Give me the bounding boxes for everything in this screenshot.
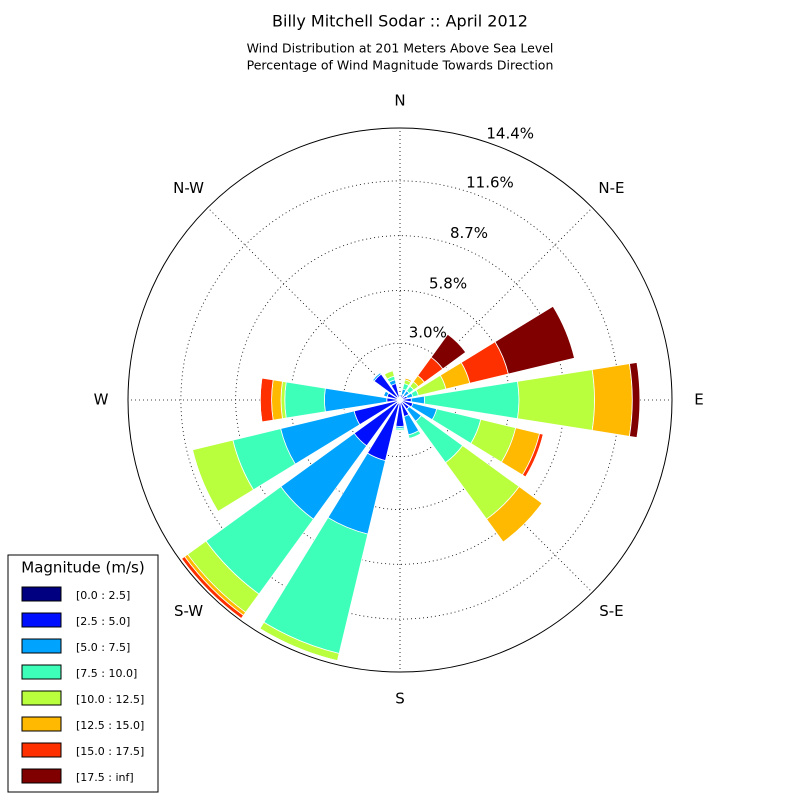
wind-bar-segment: [259, 377, 274, 423]
legend-label: [7.5 : 10.0]: [76, 667, 137, 680]
radial-tick-label: 11.6%: [466, 173, 514, 191]
wind-bar-segment: [430, 333, 467, 370]
legend-swatch: [21, 768, 62, 784]
chart-subtitle: Wind Distribution at 201 Meters Above Se…: [247, 41, 554, 56]
direction-label: N-W: [173, 179, 204, 197]
radial-grid-line: [399, 207, 593, 401]
radial-tick-label: 14.4%: [486, 124, 534, 142]
wind-bar-segment: [591, 363, 633, 437]
legend-label: [0.0 : 2.5]: [76, 589, 130, 602]
legend-label: [5.0 : 7.5]: [76, 641, 130, 654]
radial-grid-line: [207, 207, 401, 401]
wind-bar-segment: [192, 449, 219, 512]
chart-subtitle: Percentage of Wind Magnitude Towards Dir…: [247, 58, 554, 73]
direction-label: N: [394, 92, 405, 110]
legend-swatch: [21, 612, 62, 628]
direction-label: E: [694, 391, 703, 409]
radial-tick-label: 8.7%: [450, 224, 488, 242]
legend-swatch: [21, 742, 62, 758]
legend-swatch: [21, 690, 62, 706]
wind-bar-segment: [271, 379, 283, 421]
legend-label: [2.5 : 5.0]: [76, 615, 130, 628]
wind-bar-segment: [629, 362, 641, 438]
wind-bar-segment: [517, 369, 595, 431]
legend-swatch: [21, 716, 62, 732]
legend-label: [10.0 : 12.5]: [76, 693, 144, 706]
wind-bar-segment: [383, 390, 386, 397]
wind-bar-segment: [284, 381, 326, 419]
legend-swatch: [21, 664, 62, 680]
legend-title: Magnitude (m/s): [21, 559, 144, 577]
radial-tick-label: 5.8%: [429, 275, 467, 293]
wind-bar-segment: [525, 434, 544, 478]
legend-label: [17.5 : inf]: [76, 771, 134, 784]
direction-label: S: [395, 690, 405, 708]
direction-label: N-E: [598, 179, 624, 197]
outer-frame: [127, 127, 673, 673]
direction-label: S-E: [599, 602, 623, 620]
wind-bar-segment: [405, 377, 413, 382]
direction-label: S-W: [174, 602, 203, 620]
legend-swatch: [21, 586, 62, 602]
legend-label: [15.0 : 17.5]: [76, 745, 144, 758]
direction-label: W: [94, 391, 109, 409]
chart-title: Billy Mitchell Sodar :: April 2012: [272, 12, 528, 31]
legend-swatch: [21, 638, 62, 654]
radial-tick-label: 3.0%: [409, 323, 447, 341]
legend-label: [12.5 : 15.0]: [76, 719, 144, 732]
wind-bar-segment: [181, 558, 242, 619]
wind-bar-segment: [410, 395, 425, 405]
wind-bar-segment: [259, 378, 263, 422]
wind-bar-segment: [494, 305, 575, 375]
